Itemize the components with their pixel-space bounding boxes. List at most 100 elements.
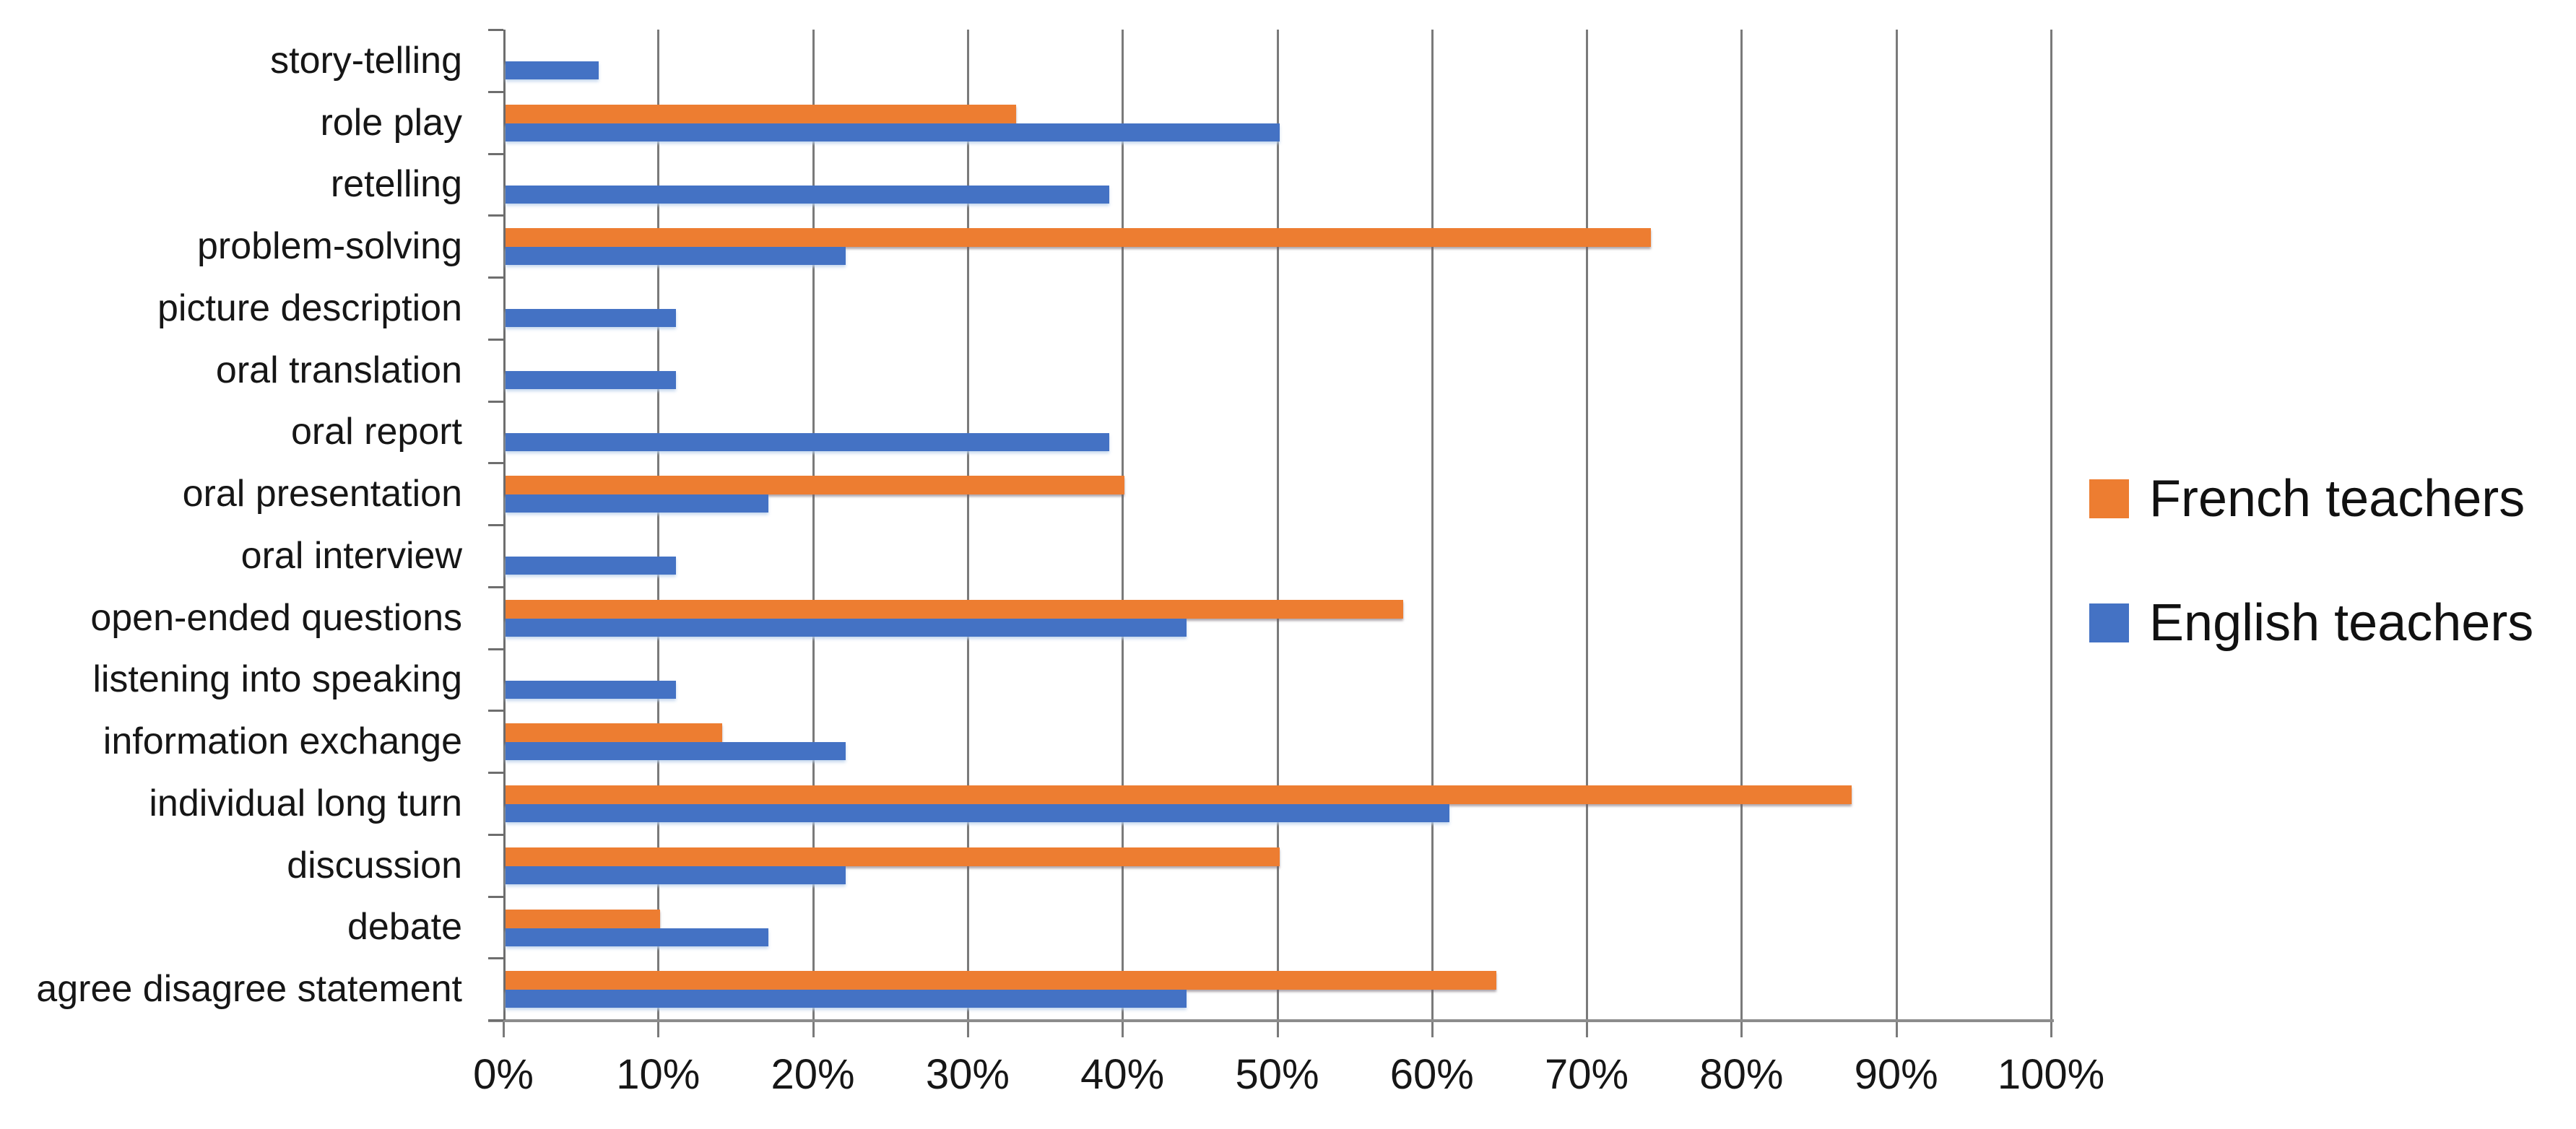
legend-entry: French teachers [2089,469,2525,528]
category-label: retelling [330,163,462,206]
category-label: oral presentation [182,473,462,515]
category-tick [488,400,503,403]
category-label: role play [320,101,462,144]
bar-english-teachers [506,557,676,575]
category-label: information exchange [103,720,462,763]
axis-tick [503,1020,505,1037]
category-tick [488,462,503,465]
bar-english-teachers [506,928,769,946]
category-tick [488,152,503,155]
gridline [1431,30,1434,1020]
axis-tick [966,1020,969,1037]
category-label: oral interview [240,534,462,577]
gridline [1122,30,1124,1020]
bar-english-teachers [506,61,599,79]
category-label: listening into speaking [92,658,462,701]
category-tick [488,214,503,217]
x-tick-label: 40% [1080,1051,1165,1098]
category-tick [488,585,503,588]
bar-french-teachers [506,847,1280,866]
bar-french-teachers [506,785,1852,804]
bar-french-teachers [506,228,1651,248]
legend-swatch-english [2089,603,2129,642]
category-label: individual long turn [149,782,462,824]
axis-tick [657,1020,660,1037]
gridline [812,30,815,1020]
bar-english-teachers [506,494,769,513]
category-tick [488,276,503,279]
bar-english-teachers [506,309,676,327]
category-label: problem-solving [196,225,462,268]
x-axis-line [488,1019,2054,1022]
category-tick [488,1019,503,1021]
bar-english-teachers [506,185,1109,204]
category-tick [488,29,503,31]
x-tick-label: 80% [1699,1051,1784,1098]
bar-english-teachers [506,742,846,761]
axis-tick [812,1020,815,1037]
bar-english-teachers [506,370,676,389]
x-tick-label: 60% [1389,1051,1474,1098]
legend-label: English teachers [2149,594,2534,652]
x-tick-label: 10% [616,1051,701,1098]
gridline [1586,30,1589,1020]
axis-tick [1431,1020,1434,1037]
axis-tick [1122,1020,1124,1037]
category-tick [488,895,503,898]
category-tick [488,957,503,960]
category-tick [488,648,503,650]
x-tick-label: 90% [1854,1051,1938,1098]
category-label: debate [347,906,462,949]
category-label: oral report [291,411,462,453]
category-tick [488,338,503,341]
category-label: story-telling [270,39,462,82]
x-tick-label: 0% [473,1051,534,1098]
category-label: oral translation [215,349,462,391]
gridline [657,30,660,1020]
category-tick [488,710,503,712]
gridline [966,30,969,1020]
axis-tick [1740,1020,1743,1037]
legend-entry: English teachers [2089,593,2533,653]
category-label: discussion [287,844,462,886]
category-tick [488,772,503,774]
axis-tick [1276,1020,1279,1037]
x-tick-label: 50% [1235,1051,1319,1098]
gridline [2050,30,2052,1020]
axis-tick [1586,1020,1589,1037]
bar-english-teachers [506,618,1187,637]
bar-english-teachers [506,432,1109,451]
bar-english-teachers [506,123,1280,141]
category-label: agree disagree statement [36,968,462,1011]
axis-tick [2050,1020,2052,1037]
x-tick-label: 70% [1545,1051,1629,1098]
category-tick [488,833,503,836]
x-tick-label: 20% [771,1051,855,1098]
legend-label: French teachers [2149,470,2525,528]
bar-french-teachers [506,909,661,928]
category-tick [488,90,503,93]
bar-english-teachers [506,804,1450,822]
category-label: picture description [157,287,462,329]
plot-area [488,29,2054,1037]
y-axis-line [503,30,506,1020]
gridline [1740,30,1743,1020]
bar-french-teachers [506,723,723,743]
axis-tick [1895,1020,1898,1037]
bar-french-teachers [506,104,1017,123]
bar-english-teachers [506,247,846,266]
x-tick-label: 100% [1997,1051,2105,1098]
legend-swatch-french [2089,479,2129,518]
gridline [1895,30,1898,1020]
bar-french-teachers [506,971,1496,990]
bar-french-teachers [506,599,1403,619]
x-tick-label: 30% [925,1051,1010,1098]
category-tick [488,524,503,526]
bar-french-teachers [506,476,1125,495]
bar-english-teachers [506,680,676,699]
bar-english-teachers [506,866,846,884]
category-label: open-ended questions [90,596,462,639]
bar-english-teachers [506,990,1187,1008]
gridline [1276,30,1279,1020]
